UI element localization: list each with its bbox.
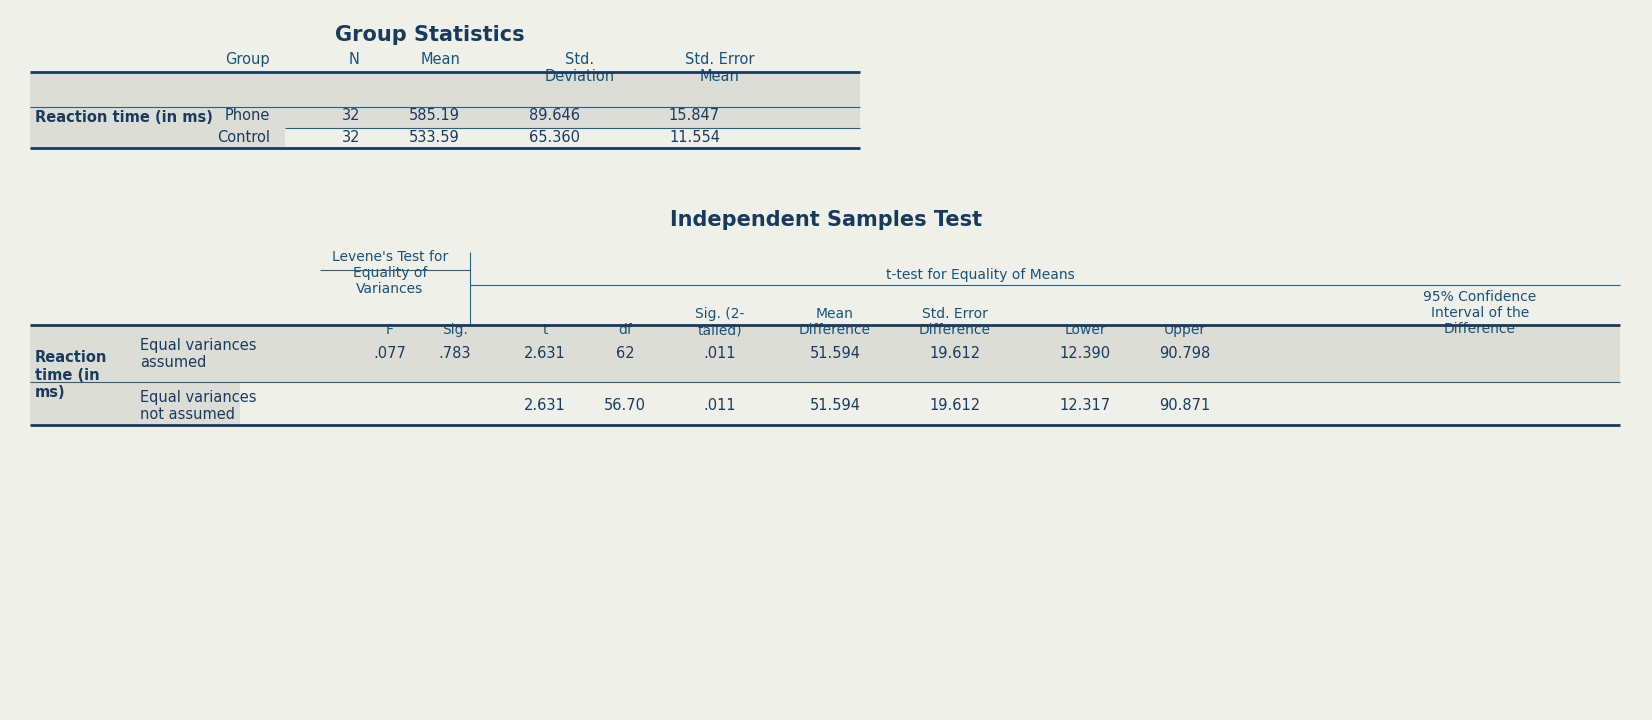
Text: Group: Group	[225, 52, 269, 67]
Text: Phone: Phone	[225, 109, 269, 124]
Text: 32: 32	[342, 109, 360, 124]
Text: Equal variances
assumed: Equal variances assumed	[140, 338, 256, 370]
Text: Std. Error
Difference: Std. Error Difference	[919, 307, 991, 337]
Text: 65.360: 65.360	[529, 130, 580, 145]
Text: .783: .783	[439, 346, 471, 361]
Text: Levene's Test for
Equality of
Variances: Levene's Test for Equality of Variances	[332, 250, 448, 297]
Text: 11.554: 11.554	[669, 130, 720, 145]
Text: 95% Confidence
Interval of the
Difference: 95% Confidence Interval of the Differenc…	[1424, 290, 1536, 336]
Text: Equal variances
not assumed: Equal variances not assumed	[140, 390, 256, 422]
Text: t: t	[542, 323, 548, 337]
Text: Std. Error
Mean: Std. Error Mean	[686, 52, 755, 84]
Text: .077: .077	[373, 346, 406, 361]
Text: 32: 32	[342, 130, 360, 145]
Text: 2.631: 2.631	[524, 346, 567, 361]
Text: Sig. (2-
tailed): Sig. (2- tailed)	[695, 307, 745, 337]
Text: Mean
Difference: Mean Difference	[800, 307, 871, 337]
Text: Lower: Lower	[1064, 323, 1105, 337]
Bar	[30, 382, 240, 425]
Text: 19.612: 19.612	[930, 398, 981, 413]
Text: 12.317: 12.317	[1059, 398, 1110, 413]
Bar	[30, 72, 286, 148]
Text: 51.594: 51.594	[809, 346, 861, 361]
Text: Sig.: Sig.	[443, 323, 468, 337]
Bar	[30, 325, 1621, 382]
Text: .011: .011	[704, 398, 737, 413]
Text: 89.646: 89.646	[529, 109, 580, 124]
Text: N: N	[349, 52, 360, 67]
Text: 56.70: 56.70	[605, 398, 646, 413]
Text: Mean: Mean	[420, 52, 459, 67]
Text: 90.798: 90.798	[1160, 346, 1211, 361]
Text: Independent Samples Test: Independent Samples Test	[671, 210, 981, 230]
Text: t-test for Equality of Means: t-test for Equality of Means	[885, 268, 1074, 282]
Text: 51.594: 51.594	[809, 398, 861, 413]
Text: Control: Control	[216, 130, 269, 145]
Text: Reaction time (in ms): Reaction time (in ms)	[35, 110, 213, 125]
Text: 2.631: 2.631	[524, 398, 567, 413]
Text: Reaction
time (in
ms): Reaction time (in ms)	[35, 350, 107, 400]
Text: Group Statistics: Group Statistics	[335, 25, 525, 45]
Text: Upper: Upper	[1165, 323, 1206, 337]
Text: df: df	[618, 323, 633, 337]
Text: Std.
Deviation: Std. Deviation	[545, 52, 615, 84]
Text: 533.59: 533.59	[410, 130, 459, 145]
Bar	[286, 72, 861, 128]
Text: 585.19: 585.19	[410, 109, 459, 124]
Text: 15.847: 15.847	[669, 109, 720, 124]
Text: 12.390: 12.390	[1059, 346, 1110, 361]
Text: F: F	[387, 323, 393, 337]
Text: 19.612: 19.612	[930, 346, 981, 361]
Text: 62: 62	[616, 346, 634, 361]
Text: 90.871: 90.871	[1160, 398, 1211, 413]
Text: .011: .011	[704, 346, 737, 361]
